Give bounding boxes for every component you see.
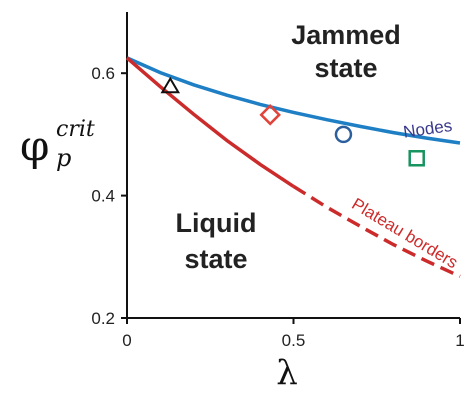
lower-region-label-line1: Liquid [176, 208, 257, 238]
y-tick-label: 0.6 [91, 64, 115, 83]
plateau-borders-curve-label: Plateau borders [348, 194, 461, 272]
x-tick-label: 0 [122, 331, 131, 350]
x-tick-label: 1 [455, 331, 464, 350]
marker-group [160, 76, 425, 167]
tick-group: 0 0.5 1 0.2 0.4 0.6 [91, 64, 464, 350]
y-axis-label: φ crit p [20, 117, 95, 172]
nodes-curve [126, 56, 461, 145]
plateau-borders-curve-solid [125, 56, 295, 188]
plateau-borders-curve-dashed [292, 184, 461, 278]
nodes-curve-label: Nodes [402, 116, 453, 142]
y-axis-label-base: φ [20, 121, 49, 170]
square-marker [408, 150, 425, 167]
y-tick-label: 0.2 [91, 309, 115, 328]
lower-region-label-line2: state [184, 244, 247, 274]
series-group [125, 56, 461, 278]
x-axis-label: λ [276, 353, 298, 393]
y-axis-label-subscript: p [56, 144, 71, 172]
x-tick-label: 0.5 [282, 331, 306, 350]
y-tick-label: 0.4 [91, 187, 115, 206]
circle-marker [334, 125, 353, 144]
upper-region-label-line1: Jammed [291, 20, 401, 50]
y-axis-label-superscript: crit [56, 117, 95, 142]
triangle-marker [160, 76, 181, 94]
upper-region-label-line2: state [314, 53, 377, 83]
diamond-marker [259, 104, 281, 126]
